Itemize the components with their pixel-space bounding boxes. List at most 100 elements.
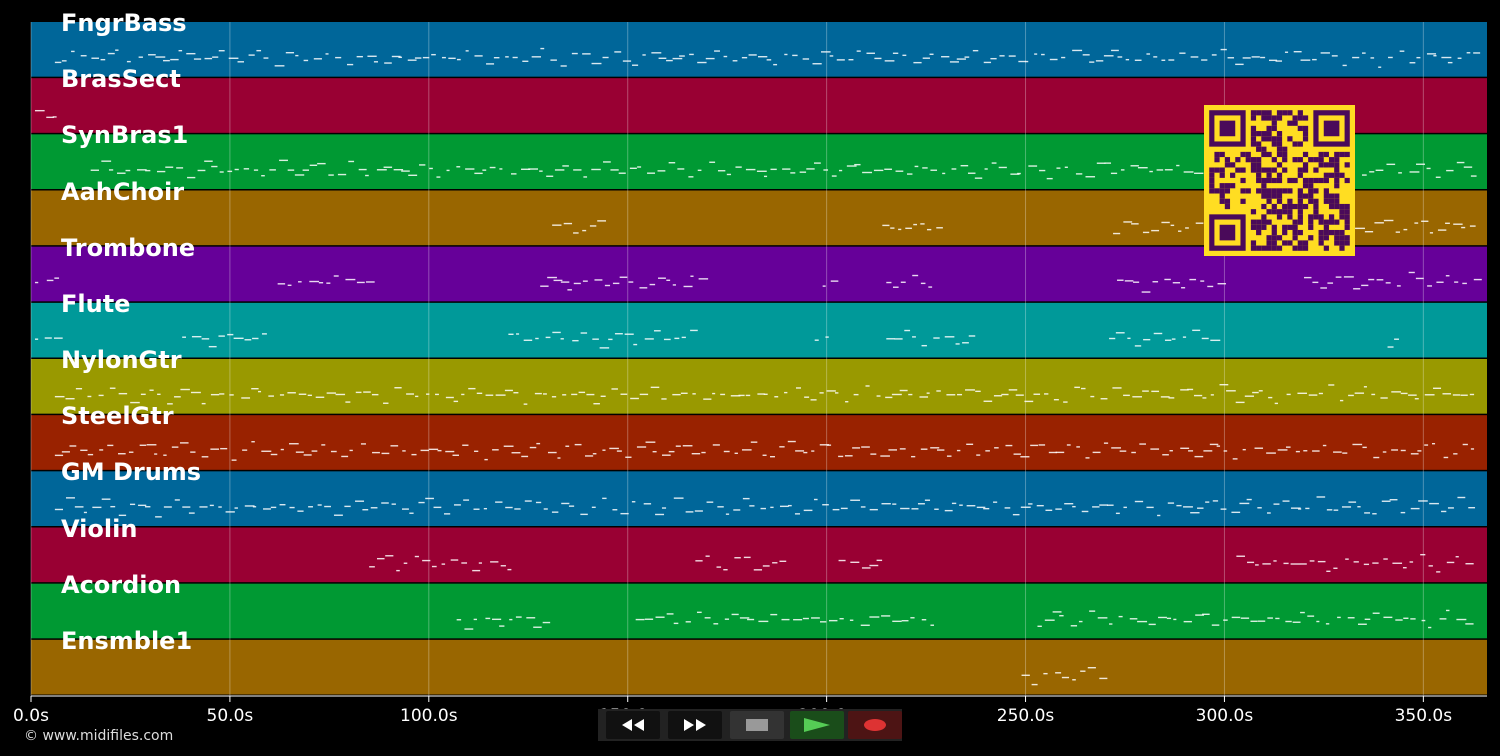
note <box>900 507 910 510</box>
note <box>1284 51 1289 53</box>
note <box>690 329 698 332</box>
play-button[interactable] <box>790 711 844 739</box>
note <box>921 619 927 621</box>
note <box>688 176 694 178</box>
record-button[interactable] <box>848 711 902 739</box>
qr-code <box>1204 105 1355 256</box>
note <box>1070 625 1078 627</box>
note <box>1468 506 1476 509</box>
note <box>1085 457 1090 459</box>
note <box>1362 446 1367 449</box>
note <box>951 168 957 170</box>
note <box>643 503 652 505</box>
note <box>100 58 106 61</box>
fast-forward-icon <box>684 719 706 731</box>
fast-forward-button[interactable] <box>668 711 722 739</box>
track-lane <box>31 471 1487 526</box>
note <box>182 506 191 508</box>
note <box>445 450 455 453</box>
note <box>115 49 119 51</box>
note <box>694 510 703 512</box>
note <box>1076 446 1080 448</box>
note <box>804 396 810 398</box>
note <box>1044 393 1049 395</box>
note <box>1005 444 1013 447</box>
note <box>428 448 439 451</box>
note <box>854 163 861 166</box>
note <box>303 454 312 456</box>
note <box>186 52 196 55</box>
note <box>876 559 883 562</box>
note <box>869 564 879 567</box>
note <box>1188 450 1194 452</box>
note <box>418 501 425 504</box>
note <box>1402 567 1407 569</box>
note <box>1038 444 1046 446</box>
note <box>795 450 805 452</box>
note <box>1095 60 1104 62</box>
note <box>802 58 810 60</box>
note <box>277 283 286 285</box>
note <box>1089 61 1095 63</box>
note <box>956 58 966 60</box>
stop-button[interactable] <box>730 711 784 739</box>
note <box>505 56 509 58</box>
note <box>677 168 685 170</box>
note <box>838 559 846 562</box>
note <box>874 57 882 60</box>
note <box>415 395 419 398</box>
note <box>1030 444 1039 447</box>
note <box>683 285 693 288</box>
note <box>822 504 829 506</box>
note <box>1125 58 1130 61</box>
note <box>741 56 748 59</box>
note <box>174 396 181 398</box>
note <box>1400 511 1406 514</box>
note <box>726 173 732 176</box>
note <box>1414 398 1419 400</box>
note <box>1081 510 1089 513</box>
note <box>898 228 902 231</box>
note <box>244 339 252 341</box>
note <box>492 618 502 621</box>
note <box>128 451 134 453</box>
note <box>74 506 84 508</box>
note <box>895 170 904 172</box>
note <box>941 56 950 58</box>
note <box>983 507 990 510</box>
note <box>1097 617 1108 619</box>
note <box>1143 338 1151 341</box>
rewind-button[interactable] <box>606 711 660 739</box>
note <box>1416 163 1425 165</box>
note <box>295 451 304 453</box>
note <box>1216 445 1221 447</box>
note <box>917 503 925 505</box>
note <box>1161 221 1170 224</box>
note <box>560 338 564 340</box>
note <box>1168 59 1175 61</box>
note <box>1383 558 1388 560</box>
note <box>1111 49 1119 52</box>
note <box>34 338 39 340</box>
note <box>763 393 768 395</box>
note <box>1089 610 1096 612</box>
note <box>101 160 112 162</box>
note <box>1200 280 1205 282</box>
note <box>234 507 238 509</box>
note <box>814 339 819 341</box>
note <box>441 56 446 59</box>
note <box>1465 623 1474 625</box>
note <box>1211 624 1220 626</box>
note <box>1103 55 1114 57</box>
note <box>324 505 331 508</box>
note <box>934 508 939 510</box>
note <box>1072 49 1083 52</box>
note <box>1426 53 1437 55</box>
note <box>573 282 581 285</box>
note <box>1164 169 1173 171</box>
note <box>514 508 521 510</box>
note <box>904 329 911 332</box>
note <box>902 54 907 57</box>
note <box>802 617 809 620</box>
